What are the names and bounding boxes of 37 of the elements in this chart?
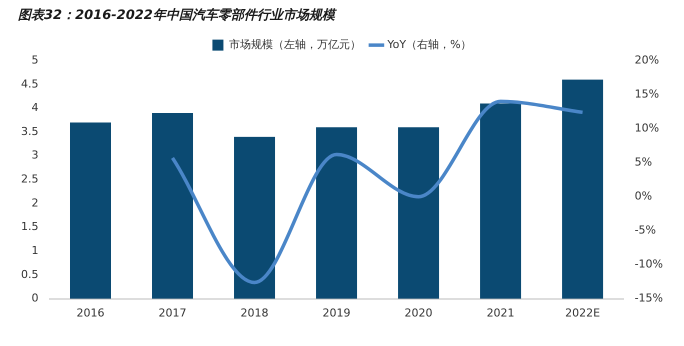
x-tick-label: 2016	[76, 306, 104, 320]
bar	[234, 136, 276, 299]
x-tick-label: 2017	[158, 306, 187, 320]
chart-title: 图表32：2016-2022年中国汽车零部件行业市场规模	[18, 7, 337, 24]
x-tick-label: 2021	[486, 306, 515, 320]
y2-tick-label: -10%	[634, 258, 664, 271]
bar	[316, 127, 358, 299]
y-tick-label: 1.5	[20, 220, 38, 234]
y2-tick-label: 5%	[634, 156, 652, 169]
y2-tick-label: 15%	[634, 87, 660, 100]
bar	[152, 113, 194, 299]
x-tick-label: 2022E	[565, 306, 600, 320]
y2-tick-label: 20%	[634, 53, 660, 66]
y2-tick-label: -15%	[634, 292, 664, 305]
y-tick-label: 4	[31, 101, 38, 114]
bar	[480, 103, 522, 299]
y2-tick-label: -5%	[634, 224, 656, 237]
line-series	[170, 100, 584, 284]
x-tick-label: 2020	[404, 306, 433, 320]
y-tick-label: 4.5	[20, 77, 38, 90]
y-tick-label: 2.5	[20, 172, 38, 186]
y-tick-label: 0	[31, 292, 38, 305]
bar	[398, 127, 440, 299]
y-tick-label: 1	[31, 244, 38, 258]
y-tick-label: 2	[31, 196, 38, 210]
y-tick-label: 3.5	[20, 124, 38, 138]
bar	[562, 80, 604, 299]
legend-label: 市场规模（左轴，万亿元）	[228, 38, 361, 51]
bar	[70, 122, 112, 299]
x-tick-label: 2018	[240, 306, 269, 320]
x-tick-label: 2019	[322, 306, 351, 320]
y-tick-label: 5	[31, 53, 38, 66]
legend-label: YoY（右轴，%）	[386, 38, 472, 51]
y-tick-label: 0.5	[20, 268, 38, 281]
y2-tick-label: 0%	[634, 190, 652, 203]
y-tick-label: 3	[31, 148, 38, 162]
y2-tick-label: 10%	[634, 122, 660, 135]
